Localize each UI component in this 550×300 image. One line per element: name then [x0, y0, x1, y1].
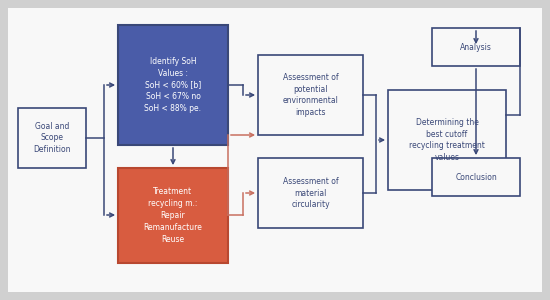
Text: Assessment of
material
circularity: Assessment of material circularity: [283, 177, 338, 209]
FancyBboxPatch shape: [118, 25, 228, 145]
FancyBboxPatch shape: [432, 28, 520, 66]
FancyBboxPatch shape: [388, 90, 506, 190]
FancyBboxPatch shape: [8, 8, 542, 292]
Text: Goal and
Scope
Definition: Goal and Scope Definition: [33, 122, 71, 154]
Text: Treatment
recycling m.:
Repair
Remanufacture
Reuse: Treatment recycling m.: Repair Remanufac…: [144, 188, 202, 244]
Text: Identify SoH
Values :
SoH < 60% [b]
SoH < 67% no
SoH < 88% pe.: Identify SoH Values : SoH < 60% [b] SoH …: [145, 57, 201, 113]
FancyBboxPatch shape: [258, 158, 363, 228]
FancyBboxPatch shape: [118, 168, 228, 263]
FancyBboxPatch shape: [258, 55, 363, 135]
Text: Analysis: Analysis: [460, 43, 492, 52]
FancyBboxPatch shape: [432, 158, 520, 196]
Text: Assessment of
potential
environmental
impacts: Assessment of potential environmental im…: [283, 73, 338, 117]
FancyBboxPatch shape: [18, 108, 86, 168]
Text: Conclusion: Conclusion: [455, 172, 497, 182]
Text: Determining the
best cutoff
recycling treatment
values: Determining the best cutoff recycling tr…: [409, 118, 485, 162]
